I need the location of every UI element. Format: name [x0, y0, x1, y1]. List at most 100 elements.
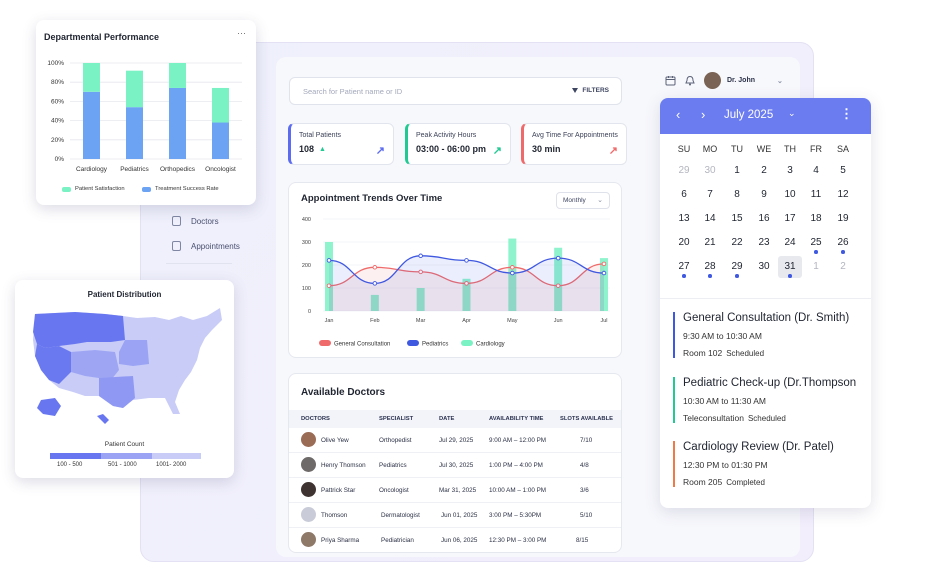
legend-item: Treatment Success Rate: [142, 186, 219, 192]
calendar-day[interactable]: 11: [810, 189, 822, 200]
calendar-day[interactable]: 4: [813, 165, 819, 176]
calendar-day[interactable]: 20: [678, 237, 690, 248]
map-legend-title: Patient Count: [104, 441, 145, 448]
appointment-item[interactable]: Pediatric Check-up (Dr.Thompson 10:30 AM…: [673, 377, 863, 423]
filters-button[interactable]: FILTERS: [572, 87, 609, 94]
user-menu[interactable]: Dr. John ⌄: [665, 72, 783, 89]
legend-swatch: [461, 340, 473, 346]
bell-icon[interactable]: [682, 75, 698, 86]
calendar-day[interactable]: 26: [837, 237, 849, 248]
sidebar-item-doctors[interactable]: Doctors: [172, 216, 219, 226]
weekday-label: MO: [702, 144, 718, 154]
doctor-avatar: [301, 532, 316, 547]
bar-segment: [212, 122, 229, 159]
calendar-day[interactable]: 9: [761, 189, 767, 200]
y-tick-label: 20%: [51, 137, 64, 144]
calendar-day[interactable]: 13: [678, 213, 690, 224]
stat-title: Peak Activity Hours: [416, 132, 477, 139]
column-header: SLOTS AVAILABLE: [560, 416, 614, 422]
calendar-day[interactable]: 8: [734, 189, 740, 200]
calendar-day[interactable]: 15: [731, 213, 743, 224]
legend-label: Pediatrics: [422, 342, 448, 348]
appointment-title: Cardiology Review (Dr. Patel): [683, 441, 834, 453]
y-tick-label: 0: [308, 309, 311, 315]
map-region-hawaii: [97, 414, 109, 424]
calendar-day[interactable]: 29: [678, 165, 690, 176]
chevron-left-icon[interactable]: ‹: [676, 107, 681, 122]
calendar-day[interactable]: 22: [731, 237, 743, 248]
table-row[interactable]: Priya Sharma Pediatrician Jun 06, 2025 1…: [289, 528, 621, 552]
appointment-item[interactable]: Cardiology Review (Dr. Patel) 12:30 PM t…: [673, 441, 863, 487]
calendar-day[interactable]: 29: [731, 261, 743, 272]
search-input[interactable]: Search for Patient name or ID: [303, 87, 403, 96]
calendar-day[interactable]: 18: [810, 213, 822, 224]
chevron-down-icon[interactable]: ⌄: [777, 77, 783, 85]
table-row[interactable]: Olive Yew Orthopedist Jul 29, 2025 9:00 …: [289, 428, 621, 453]
doctor-name: Pattrick Star: [321, 487, 356, 494]
event-dot: [708, 274, 712, 278]
series-point: [510, 265, 515, 270]
calendar-day[interactable]: 2: [761, 165, 767, 176]
calendar-day[interactable]: 30: [704, 165, 716, 176]
map-legend-label: 501 - 1000: [108, 462, 137, 468]
calendar-day[interactable]: 23: [758, 237, 770, 248]
doctor-name: Olive Yew: [321, 437, 349, 444]
calendar-day[interactable]: 21: [704, 237, 716, 248]
card-title: Departmental Performance: [44, 32, 160, 42]
calendar-day[interactable]: 28: [704, 261, 716, 272]
period-select[interactable]: Monthly ⌄: [556, 192, 610, 209]
event-dot: [788, 274, 792, 278]
stat-value: 30 min: [532, 144, 561, 154]
calendar-day[interactable]: 2: [840, 261, 846, 272]
calendar-day[interactable]: 5: [840, 165, 846, 176]
bar-segment: [212, 87, 229, 123]
appointment-status: Completed: [726, 478, 765, 487]
calendar-day[interactable]: 6: [681, 189, 687, 200]
chevron-down-icon[interactable]: ⌄: [788, 108, 796, 118]
more-vertical-icon[interactable]: ⋮: [840, 106, 853, 121]
calendar-day[interactable]: 27: [678, 261, 690, 272]
calendar-day[interactable]: 3: [787, 165, 793, 176]
stat-card-total-patients: Total Patients 108 ▲ ↗: [288, 123, 394, 165]
series-point: [372, 281, 378, 286]
calendar-day[interactable]: 16: [758, 213, 770, 224]
cardiology-bar: [554, 247, 563, 311]
cardiology-bar: [325, 242, 333, 311]
calendar-icon[interactable]: [665, 75, 676, 86]
calendar-day[interactable]: 24: [784, 237, 796, 248]
search-bar[interactable]: Search for Patient name or ID FILTERS: [289, 77, 622, 105]
weekday-label: TU: [731, 144, 743, 154]
doctor-slots: 4/8: [580, 462, 589, 469]
stat-value: 03:00 - 06:00 pm: [416, 144, 487, 154]
calendar-day[interactable]: 14: [704, 213, 716, 224]
calendar-day[interactable]: 19: [837, 213, 849, 224]
sidebar-item-appointments[interactable]: Appointments: [172, 241, 240, 251]
calendar-day[interactable]: 1: [813, 261, 819, 272]
y-tick-label: 0%: [55, 156, 65, 163]
more-horizontal-icon[interactable]: ···: [237, 28, 246, 38]
calendar-month[interactable]: July 2025: [724, 109, 774, 121]
table-row[interactable]: Pattrick Star Oncologist Mar 31, 2025 10…: [289, 478, 621, 503]
cardiology-bar: [600, 258, 608, 311]
calendar-day[interactable]: 30: [758, 261, 770, 272]
calendar-divider: [660, 298, 871, 299]
chevron-right-icon[interactable]: ›: [701, 107, 706, 122]
sidebar-divider: [166, 263, 232, 264]
table-row[interactable]: Thomson Dermatologist Jun 01, 2025 3:00 …: [289, 503, 621, 528]
avatar[interactable]: [704, 72, 721, 89]
appointment-item[interactable]: General Consultation (Dr. Smith) 9:30 AM…: [673, 312, 863, 358]
doctor-time: 10:00 AM – 1:00 PM: [489, 487, 547, 494]
table-row[interactable]: Henry Thomson Pediatrics Jul 30, 2025 1:…: [289, 453, 621, 478]
series-point: [555, 283, 561, 288]
map-legend-label: 100 - 500: [57, 462, 83, 468]
calendar-day[interactable]: 10: [784, 189, 796, 200]
doctor-specialist: Pediatrics: [379, 462, 407, 469]
calendar-day[interactable]: 31: [778, 256, 802, 278]
calendar-day[interactable]: 7: [707, 189, 713, 200]
calendar-day[interactable]: 17: [784, 213, 796, 224]
calendar-day[interactable]: 12: [837, 189, 849, 200]
bar-segment: [83, 63, 100, 92]
calendar-day[interactable]: 1: [734, 165, 740, 176]
calendar-day[interactable]: 25: [810, 237, 822, 248]
table-header: DOCTORS SPECIALIST DATE AVAILABILITY TIM…: [289, 410, 621, 428]
